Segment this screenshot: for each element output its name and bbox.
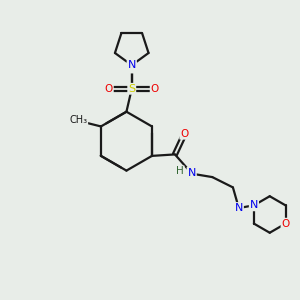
Text: N: N (128, 63, 136, 73)
Text: O: O (180, 129, 188, 139)
Text: N: N (235, 203, 243, 213)
Text: N: N (128, 60, 136, 70)
Text: S: S (128, 84, 135, 94)
Text: H: H (176, 166, 184, 176)
Text: N: N (250, 200, 258, 210)
Text: O: O (151, 84, 159, 94)
Text: O: O (105, 84, 113, 94)
Text: N: N (188, 168, 196, 178)
Text: O: O (281, 219, 290, 229)
Text: CH₃: CH₃ (69, 115, 87, 125)
